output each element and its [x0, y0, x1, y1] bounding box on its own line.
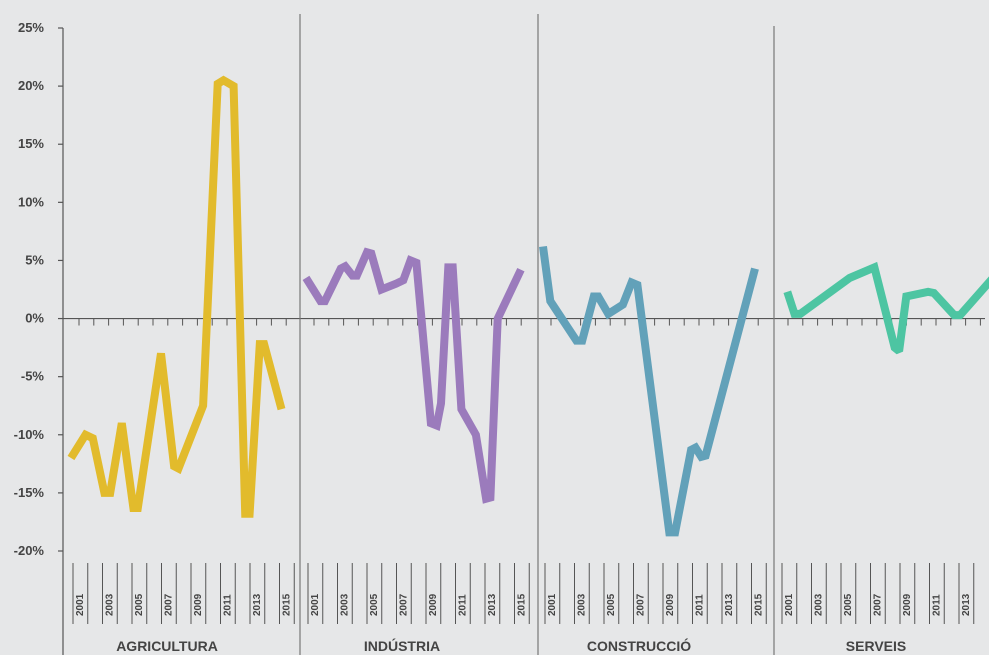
x-tick-label: 2007	[399, 593, 410, 616]
x-tick-label: 2007	[873, 593, 884, 616]
x-tick-label: 2013	[961, 593, 972, 616]
x-tick-label: 2007	[164, 593, 175, 616]
y-tick-label: -10%	[14, 427, 45, 442]
x-tick-label: 2003	[105, 593, 116, 616]
y-tick-label: 25%	[18, 20, 44, 35]
y-tick-label: -15%	[14, 485, 45, 500]
panel-label: AGRICULTURA	[116, 638, 218, 654]
x-tick-label: 2013	[487, 593, 498, 616]
x-tick-label: 2001	[784, 593, 795, 616]
series-line	[302, 247, 525, 504]
x-tick-label: 2009	[193, 593, 204, 616]
panel-label: CONSTRUCCIÓ	[587, 637, 691, 654]
x-tick-label: 2007	[636, 593, 647, 616]
x-tick-label: 2005	[606, 593, 617, 616]
y-tick-label: 0%	[25, 311, 44, 326]
series-line	[539, 245, 759, 537]
x-tick-label: 2005	[843, 593, 854, 616]
x-tick-label: 2003	[814, 593, 825, 616]
x-tick-label: 2003	[340, 593, 351, 616]
x-tick-label: 2015	[517, 593, 528, 616]
y-tick-label: 20%	[18, 78, 44, 93]
x-tick-label: 2013	[724, 593, 735, 616]
x-tick-label: 2013	[252, 593, 263, 616]
x-tick-label: 2009	[665, 593, 676, 616]
x-tick-label: 2001	[547, 593, 558, 616]
y-tick-label: 15%	[18, 136, 44, 151]
series-line	[67, 75, 286, 518]
x-tick-label: 2011	[223, 594, 234, 616]
x-tick-label: 2015	[754, 593, 765, 616]
x-tick-label: 2001	[75, 593, 86, 616]
y-tick-label: -20%	[14, 543, 45, 558]
x-tick-label: 2009	[428, 593, 439, 616]
x-tick-label: 2005	[134, 593, 145, 616]
x-tick-label: 2005	[369, 593, 380, 616]
y-tick-label: 5%	[25, 252, 44, 267]
x-tick-label: 2015	[282, 593, 293, 616]
x-tick-label: 2011	[932, 594, 943, 616]
series-line	[783, 261, 989, 355]
y-tick-label: 10%	[18, 194, 44, 209]
x-tick-label: 2001	[310, 593, 321, 616]
x-tick-label: 2011	[695, 594, 706, 616]
panel-label: INDÚSTRIA	[364, 637, 440, 654]
x-tick-label: 2003	[577, 593, 588, 616]
x-tick-label: 2011	[458, 594, 469, 616]
panel-label: SERVEIS	[846, 638, 906, 654]
y-tick-label: -5%	[21, 369, 45, 384]
x-tick-label: 2009	[902, 593, 913, 616]
